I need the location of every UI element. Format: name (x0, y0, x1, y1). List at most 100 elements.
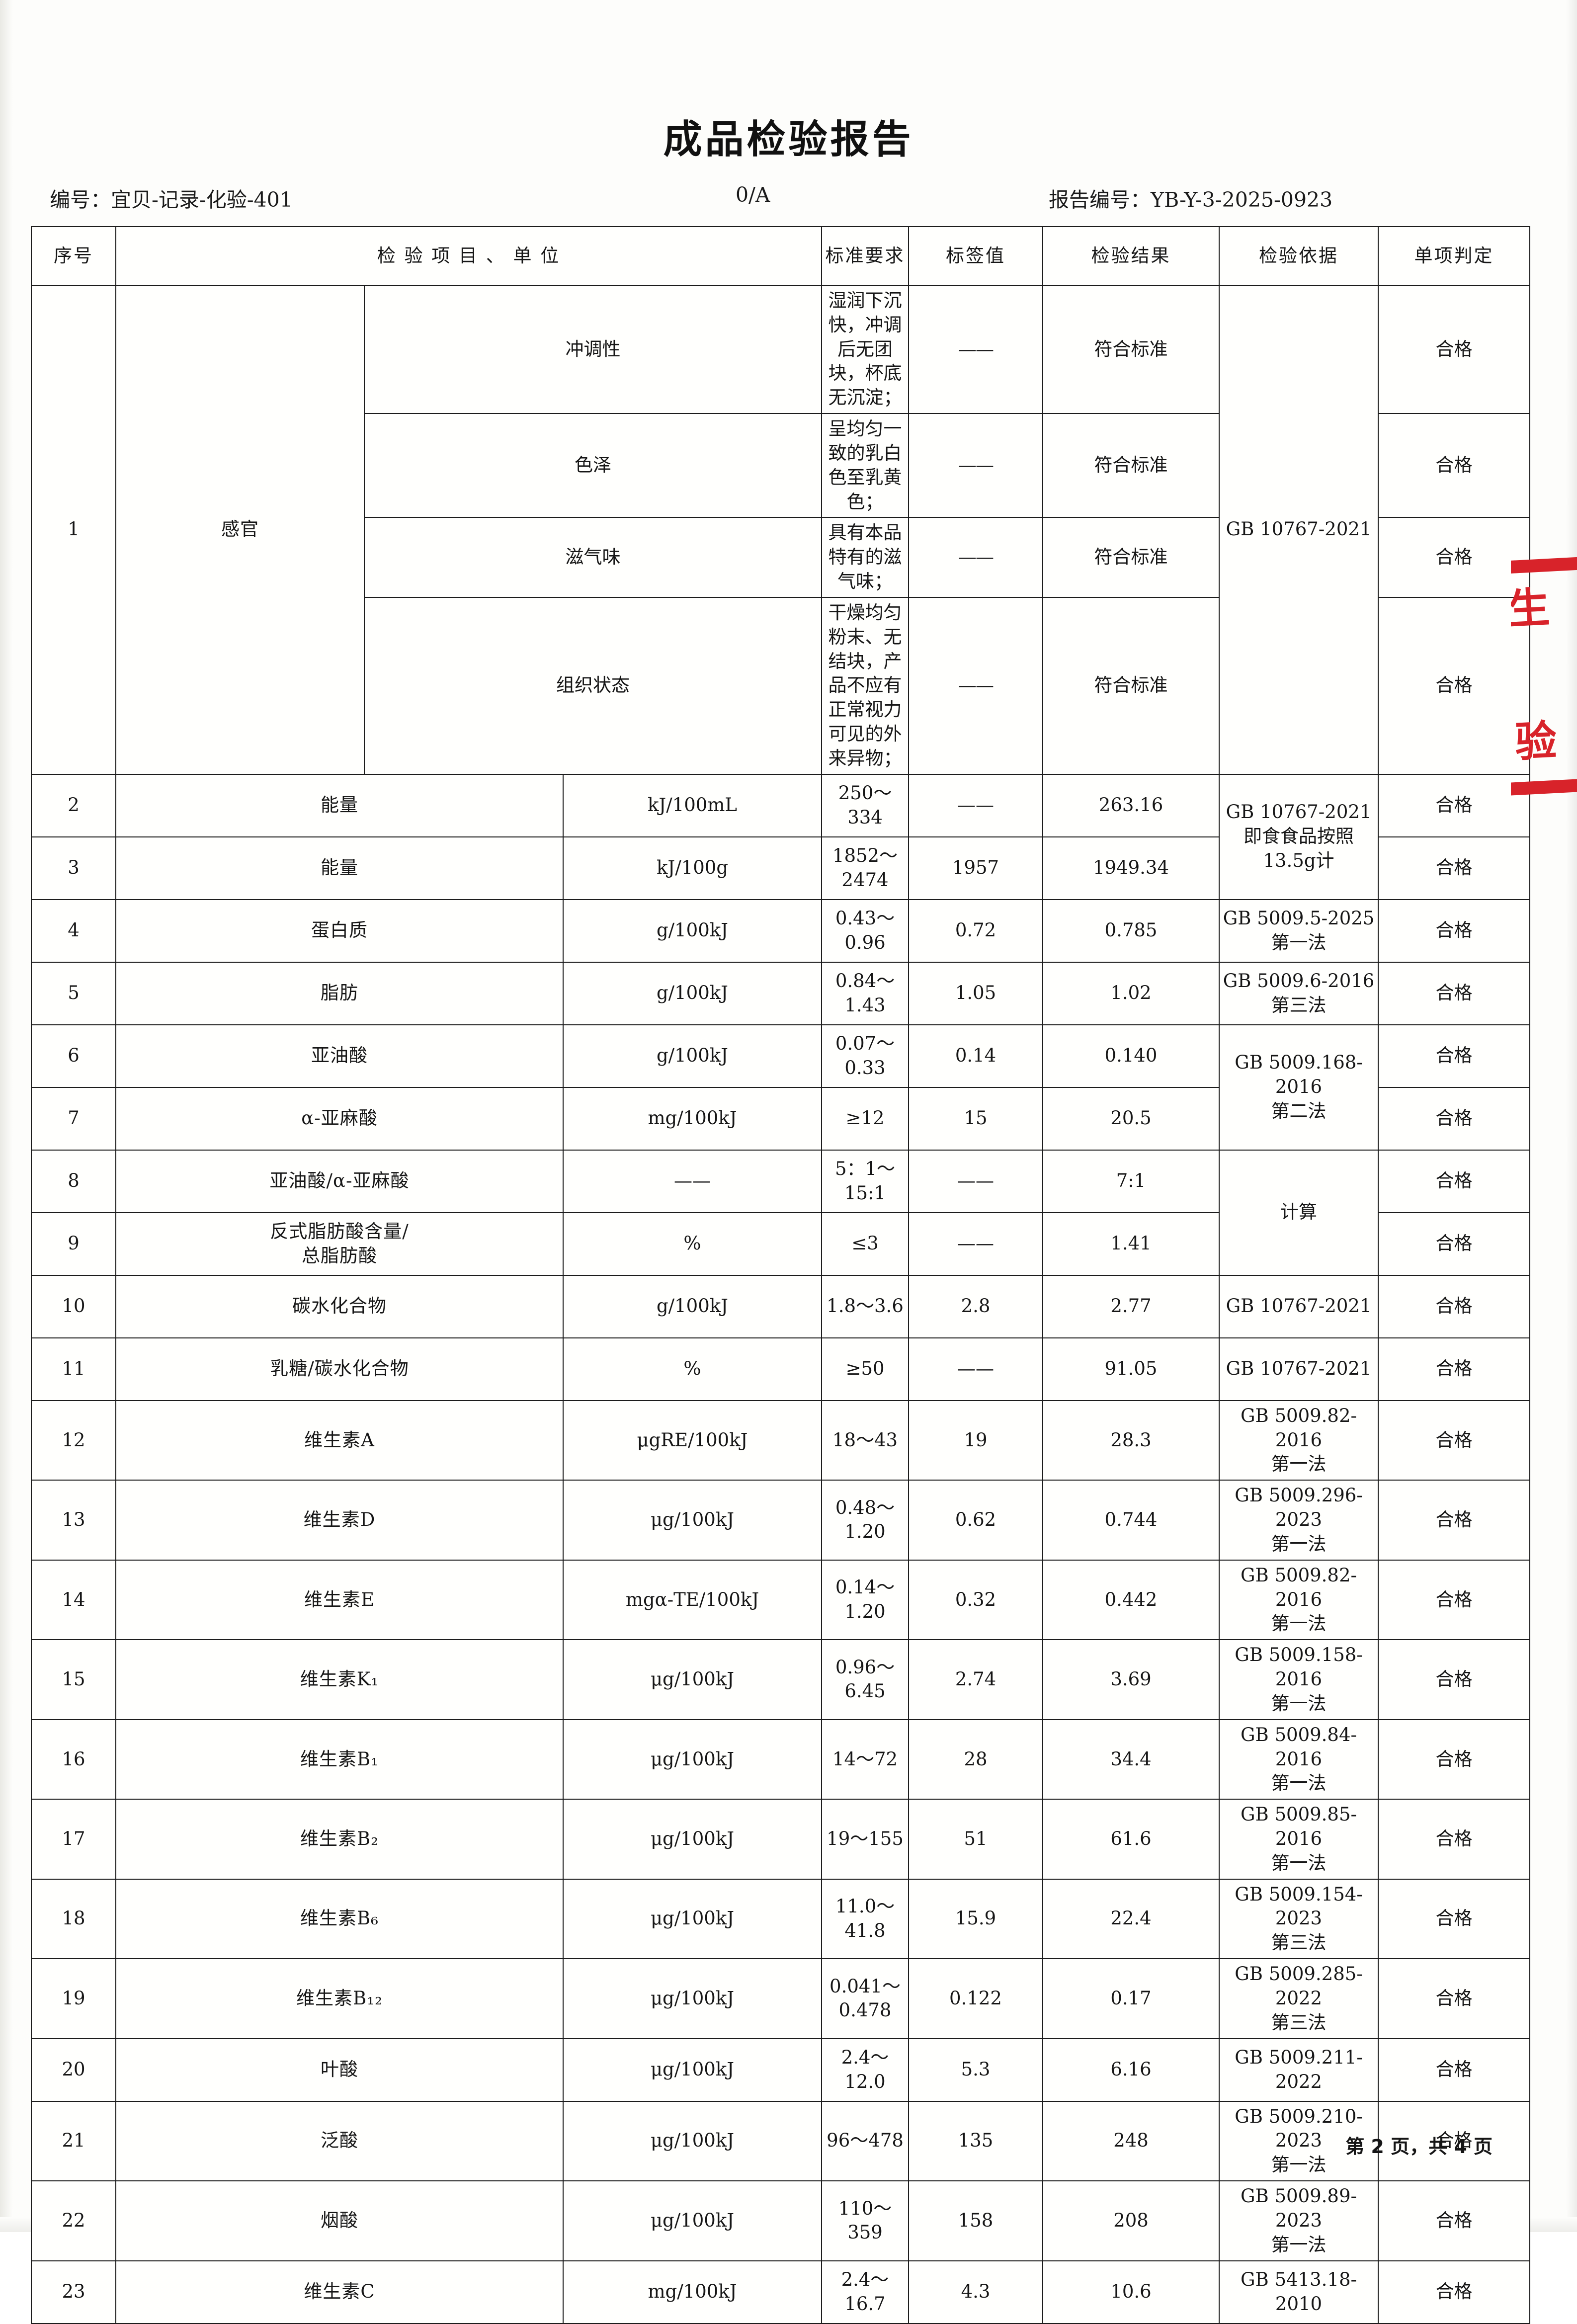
cell-no: 1 (31, 285, 116, 775)
cell-sub-item: 冲调性 (363, 284, 823, 415)
cell-item: 反式脂肪酸含量/总脂肪酸 (115, 1212, 564, 1276)
cell-spec: 19～155 (821, 1799, 910, 1880)
cell-verdict: 合格 (1378, 961, 1531, 1025)
scan-edge-right (1566, 0, 1577, 2232)
cell-label: 15.9 (908, 1878, 1044, 1960)
cell-spec: 0.84～1.43 (821, 961, 910, 1025)
cell-spec: 0.43～0.96 (821, 899, 910, 963)
cell-spec: 250～334 (821, 773, 910, 837)
column-header-result: 检验结果 (1042, 226, 1220, 286)
cell-sub-item: 组织状态 (363, 596, 823, 775)
cell-item: 亚油酸 (115, 1024, 564, 1088)
cell-unit: mgα-TE/100kJ (562, 1559, 823, 1641)
document-meta: 编号：宜贝-记录-化验-401 0/A 报告编号：YB-Y-3-2025-092… (50, 183, 1517, 213)
cell-label: 2.8 (908, 1274, 1044, 1338)
cell-unit: μg/100kJ (562, 1878, 823, 1960)
cell-item: α-亚麻酸 (115, 1086, 564, 1151)
cell-verdict: 合格 (1378, 1149, 1531, 1213)
cell-unit: μg/100kJ (562, 2100, 823, 2182)
cell-label: 158 (908, 2180, 1044, 2261)
table-row: 4 蛋白质 g/100kJ 0.43～0.96 0.72 0.785 GB 5009.5-2… (31, 899, 1531, 963)
cell-verdict: 合格 (1378, 517, 1531, 598)
cell-basis: GB 5009.89-2023 第一法 (1219, 2180, 1379, 2261)
cell-unit: g/100kJ (562, 899, 823, 963)
cell-unit: % (562, 1337, 823, 1401)
scan-edge-left (0, 0, 13, 2232)
cell-label: 1957 (908, 836, 1044, 900)
report-number-value: YB-Y-3-2025-0923 (1151, 188, 1333, 212)
cell-spec: 干燥均匀粉末、无结块，产品不应有正常视力可见的外来异物； (821, 596, 910, 775)
cell-no: 12 (31, 1400, 116, 1481)
table-row: 1 感官 冲调性 湿润下沉快，冲调后无团块，杯底无沉淀； —— 符合标准 GB … (31, 284, 1531, 775)
cell-result: 符合标准 (1042, 596, 1220, 775)
table-row: 滋气味 具有本品特有的滋气味； —— 符合标准 合格 (31, 517, 1531, 598)
cell-spec: 0.14～1.20 (821, 1559, 910, 1641)
cell-verdict: 合格 (1378, 1639, 1531, 1720)
cell-result: 6.16 (1042, 2038, 1220, 2102)
cell-item: 蛋白质 (115, 899, 564, 963)
cell-unit: g/100kJ (562, 1024, 823, 1088)
cell-basis: GB 5009.158-2016 第一法 (1219, 1639, 1379, 1720)
cell-item: 能量 (115, 773, 564, 837)
cell-basis: GB 5009.5-2025 第一法 (1219, 899, 1379, 963)
cell-no: 16 (31, 1719, 116, 1800)
cell-no: 20 (31, 2038, 116, 2102)
cell-unit: kJ/100mL (562, 773, 823, 837)
cell-spec: ≥12 (821, 1086, 910, 1151)
cell-basis: GB 10767-2021 (1219, 285, 1379, 775)
cell-verdict: 合格 (1378, 413, 1531, 518)
cell-spec: 呈均匀一致的乳白色至乳黄色； (821, 413, 910, 518)
cell-no: 10 (31, 1274, 116, 1338)
cell-label: 19 (908, 1400, 1044, 1481)
cell-label: —— (908, 1149, 1044, 1213)
cell-no: 3 (31, 836, 116, 900)
cell-result: 20.5 (1042, 1086, 1220, 1151)
cell-result: 263.16 (1042, 773, 1220, 837)
cell-label: 135 (908, 2100, 1044, 2182)
table-row: 11 乳糖/碳水化合物% ≥50 —— 91.05 GB 10767-2021 合格 (31, 1337, 1531, 1401)
cell-label: 0.122 (908, 1958, 1044, 2039)
cell-unit: mg/100kJ (562, 1086, 823, 1151)
cell-result: 1949.34 (1042, 836, 1220, 900)
cell-spec: 14～72 (821, 1719, 910, 1800)
cell-verdict: 合格 (1378, 836, 1531, 900)
cell-verdict: 合格 (1378, 1878, 1531, 1960)
cell-verdict: 合格 (1378, 2038, 1531, 2102)
cell-spec: ≥50 (821, 1337, 910, 1401)
cell-spec: 18～43 (821, 1400, 910, 1481)
cell-item: 维生素B₁₂ (115, 1958, 564, 2039)
page-title: 成品检验报告 (663, 117, 914, 162)
cell-no: 18 (31, 1878, 116, 1960)
cell-sub-item: 滋气味 (363, 517, 823, 598)
table-row: 9 反式脂肪酸含量/总脂肪酸% ≤3 —— 1.41 合格 (31, 1212, 1531, 1276)
cell-result: 0.140 (1042, 1024, 1220, 1088)
cell-no: 19 (31, 1958, 116, 2039)
cell-basis: GB 5009.84-2016 第一法 (1219, 1719, 1379, 1800)
form-number: 编号：宜贝-记录-化验-401 (50, 183, 293, 213)
cell-verdict: 合格 (1378, 2100, 1531, 2182)
cell-unit: μg/100kJ (562, 1719, 823, 1800)
cell-result: 34.4 (1042, 1719, 1220, 1800)
cell-result: 10.6 (1042, 2260, 1220, 2324)
cell-no: 17 (31, 1799, 116, 1880)
cell-spec: ≤3 (821, 1212, 910, 1276)
cell-basis: GB 10767-2021 (1219, 1274, 1379, 1338)
cell-spec: 2.4～12.0 (821, 2038, 910, 2102)
cell-no: 6 (31, 1024, 116, 1088)
cell-verdict: 合格 (1378, 1400, 1531, 1481)
cell-basis: GB 5009.168-2016 第二法 (1219, 1024, 1379, 1151)
cell-basis: GB 5009.82-2016 第一法 (1219, 1400, 1379, 1481)
cell-result: 91.05 (1042, 1337, 1220, 1401)
cell-result: 1.02 (1042, 961, 1220, 1025)
cell-item: 泛酸 (115, 2100, 564, 2182)
cell-verdict: 合格 (1378, 1274, 1531, 1338)
cell-verdict: 合格 (1378, 596, 1531, 775)
cell-basis: GB 5009.85-2016 第一法 (1219, 1799, 1379, 1880)
cell-label: 5.3 (908, 2038, 1044, 2102)
cell-item: 维生素B₆ (115, 1878, 564, 1960)
cell-no: 5 (31, 961, 116, 1025)
cell-label: 4.3 (908, 2260, 1044, 2324)
cell-verdict: 合格 (1378, 1559, 1531, 1641)
cell-item: 碳水化合物 (115, 1274, 564, 1338)
